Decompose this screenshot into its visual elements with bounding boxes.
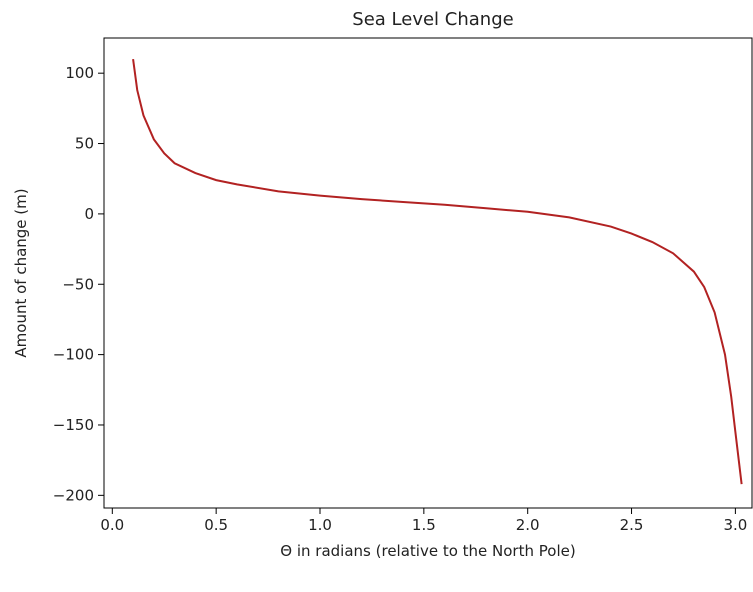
y-axis-label: Amount of change (m) — [12, 188, 30, 357]
y-tick-label: −100 — [53, 346, 94, 364]
x-tick-label: 2.0 — [516, 516, 540, 534]
y-tick-label: 0 — [84, 205, 94, 223]
chart-title: Sea Level Change — [352, 9, 513, 30]
sea-level-line — [132, 58, 743, 485]
x-tick-label: 1.0 — [308, 516, 332, 534]
y-tick-label: 50 — [75, 135, 94, 153]
x-tick-label: 1.5 — [412, 516, 436, 534]
x-tick-label: 0.0 — [100, 516, 124, 534]
x-axis-label: Θ in radians (relative to the North Pole… — [280, 542, 575, 560]
plot-frame — [103, 37, 753, 509]
y-tick-label: 100 — [65, 64, 94, 82]
y-axis-ticks: 100 50 0 −50 −100 −150 −200 — [53, 64, 104, 504]
x-tick-label: 0.5 — [204, 516, 228, 534]
y-tick-label: −150 — [53, 416, 94, 434]
x-axis-ticks: 0.0 0.5 1.0 1.5 2.0 2.5 3.0 — [100, 508, 747, 534]
y-tick-label: −200 — [53, 486, 94, 504]
x-tick-label: 3.0 — [723, 516, 747, 534]
y-tick-label: −50 — [62, 275, 94, 293]
x-tick-label: 2.5 — [620, 516, 644, 534]
